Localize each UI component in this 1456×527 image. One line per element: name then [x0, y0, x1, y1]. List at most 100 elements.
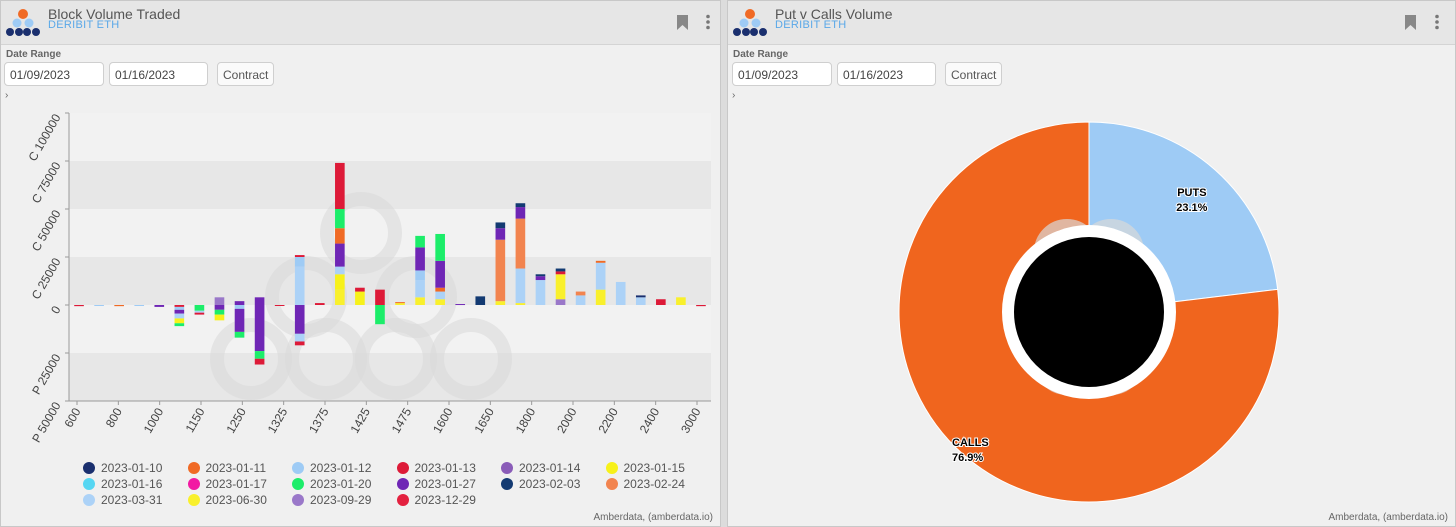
- bar-segment[interactable]: [415, 270, 425, 281]
- bar-segment[interactable]: [254, 305, 265, 352]
- contract-button[interactable]: Contract: [945, 62, 1002, 86]
- bar-segment[interactable]: [595, 260, 606, 263]
- bar-segment[interactable]: [314, 303, 325, 305]
- bar-segment[interactable]: [656, 299, 666, 305]
- bar-segment[interactable]: [294, 257, 305, 267]
- bar-segment[interactable]: [214, 305, 225, 310]
- more-options-icon[interactable]: [705, 14, 711, 30]
- bar-segment[interactable]: [335, 289, 345, 305]
- put-call-donut-chart: PUTS 23.1% CALLS 76.9%: [898, 121, 1280, 503]
- bar-segment[interactable]: [294, 266, 305, 305]
- bar-segment[interactable]: [555, 268, 566, 272]
- bar-segment[interactable]: [214, 297, 225, 305]
- x-tick-label: 1475: [389, 405, 415, 435]
- bar-segment[interactable]: [475, 296, 486, 305]
- bar-segment[interactable]: [294, 305, 305, 334]
- bar-segment[interactable]: [415, 280, 425, 298]
- bar-segment[interactable]: [696, 305, 706, 307]
- bar-segment[interactable]: [335, 228, 345, 244]
- bar-segment[interactable]: [535, 274, 546, 277]
- bar-segment[interactable]: [335, 266, 345, 275]
- bar-segment[interactable]: [395, 303, 405, 305]
- expand-chevron-icon[interactable]: ›: [732, 90, 736, 101]
- bar-segment[interactable]: [234, 301, 245, 305]
- bar-segment[interactable]: [495, 228, 506, 240]
- bar-segment[interactable]: [615, 281, 626, 305]
- bar-segment[interactable]: [515, 207, 526, 219]
- bar-segment[interactable]: [495, 239, 506, 302]
- bar-segment[interactable]: [435, 299, 445, 305]
- bar-segment[interactable]: [94, 305, 104, 306]
- bar-segment[interactable]: [435, 233, 445, 261]
- bar-segment[interactable]: [575, 291, 586, 296]
- bar-segment[interactable]: [254, 358, 265, 365]
- bar-segment[interactable]: [375, 289, 385, 305]
- bar-segment[interactable]: [294, 333, 305, 342]
- bar-segment[interactable]: [435, 291, 445, 300]
- bar-segment[interactable]: [194, 305, 205, 311]
- bar-segment[interactable]: [515, 218, 526, 269]
- bar-segment[interactable]: [194, 312, 205, 315]
- bar-segment[interactable]: [555, 274, 566, 300]
- bar-segment[interactable]: [254, 297, 265, 305]
- bar-segment[interactable]: [535, 276, 546, 281]
- bar-segment[interactable]: [535, 280, 546, 305]
- bar-segment[interactable]: [415, 235, 425, 248]
- bar-segment[interactable]: [595, 289, 606, 305]
- bar-segment[interactable]: [595, 262, 606, 290]
- bar-segment[interactable]: [335, 243, 345, 267]
- end-date-input[interactable]: 01/16/2023: [837, 62, 936, 86]
- bar-segment[interactable]: [515, 268, 526, 304]
- bar-segment[interactable]: [435, 260, 445, 288]
- bar-segment[interactable]: [415, 247, 425, 271]
- bar-segment[interactable]: [114, 305, 124, 307]
- bar-segment[interactable]: [234, 331, 245, 338]
- expand-chevron-icon[interactable]: ›: [5, 90, 9, 101]
- bar-segment[interactable]: [575, 295, 586, 305]
- bar-segment[interactable]: [154, 305, 165, 307]
- bar-segment[interactable]: [254, 351, 265, 359]
- bar-segment[interactable]: [435, 287, 445, 292]
- bookmark-icon[interactable]: [677, 15, 688, 30]
- bar-segment[interactable]: [194, 310, 205, 313]
- bar-segment[interactable]: [676, 297, 686, 305]
- bar-segment[interactable]: [174, 305, 185, 307]
- bar-segment[interactable]: [415, 297, 425, 305]
- start-date-input[interactable]: 01/09/2023: [4, 62, 104, 86]
- bar-segment[interactable]: [294, 341, 305, 346]
- bar-segment[interactable]: [515, 203, 526, 208]
- bar-segment[interactable]: [555, 299, 566, 305]
- bar-segment[interactable]: [174, 306, 185, 310]
- bar-segment[interactable]: [214, 314, 225, 321]
- bar-segment[interactable]: [455, 304, 466, 306]
- bar-segment[interactable]: [234, 308, 245, 332]
- bar-segment[interactable]: [174, 323, 185, 327]
- bar-segment[interactable]: [555, 271, 566, 275]
- bar-segment[interactable]: [274, 305, 285, 306]
- end-date-input[interactable]: 01/16/2023: [109, 62, 208, 86]
- bar-segment[interactable]: [355, 287, 365, 292]
- bar-segment[interactable]: [495, 301, 506, 305]
- bar-segment[interactable]: [635, 295, 646, 298]
- more-options-icon[interactable]: [1434, 14, 1440, 30]
- bar-segment[interactable]: [174, 309, 185, 314]
- bar-segment[interactable]: [335, 162, 345, 209]
- bar-segment[interactable]: [294, 255, 305, 257]
- bar-segment[interactable]: [174, 313, 185, 319]
- bar-segment[interactable]: [134, 305, 145, 306]
- bar-segment[interactable]: [74, 305, 84, 307]
- bookmark-icon[interactable]: [1405, 15, 1416, 30]
- bar-segment[interactable]: [395, 302, 405, 304]
- bar-segment[interactable]: [515, 303, 526, 305]
- bar-segment[interactable]: [214, 309, 225, 315]
- contract-button[interactable]: Contract: [217, 62, 274, 86]
- bar-segment[interactable]: [174, 318, 185, 324]
- bar-segment[interactable]: [495, 222, 506, 229]
- bar-segment[interactable]: [375, 305, 385, 325]
- bar-segment[interactable]: [335, 209, 345, 229]
- start-date-input[interactable]: 01/09/2023: [732, 62, 832, 86]
- bar-segment[interactable]: [335, 274, 345, 290]
- bar-segment[interactable]: [635, 297, 646, 305]
- bar-segment[interactable]: [355, 291, 365, 305]
- bar-segment[interactable]: [234, 305, 245, 309]
